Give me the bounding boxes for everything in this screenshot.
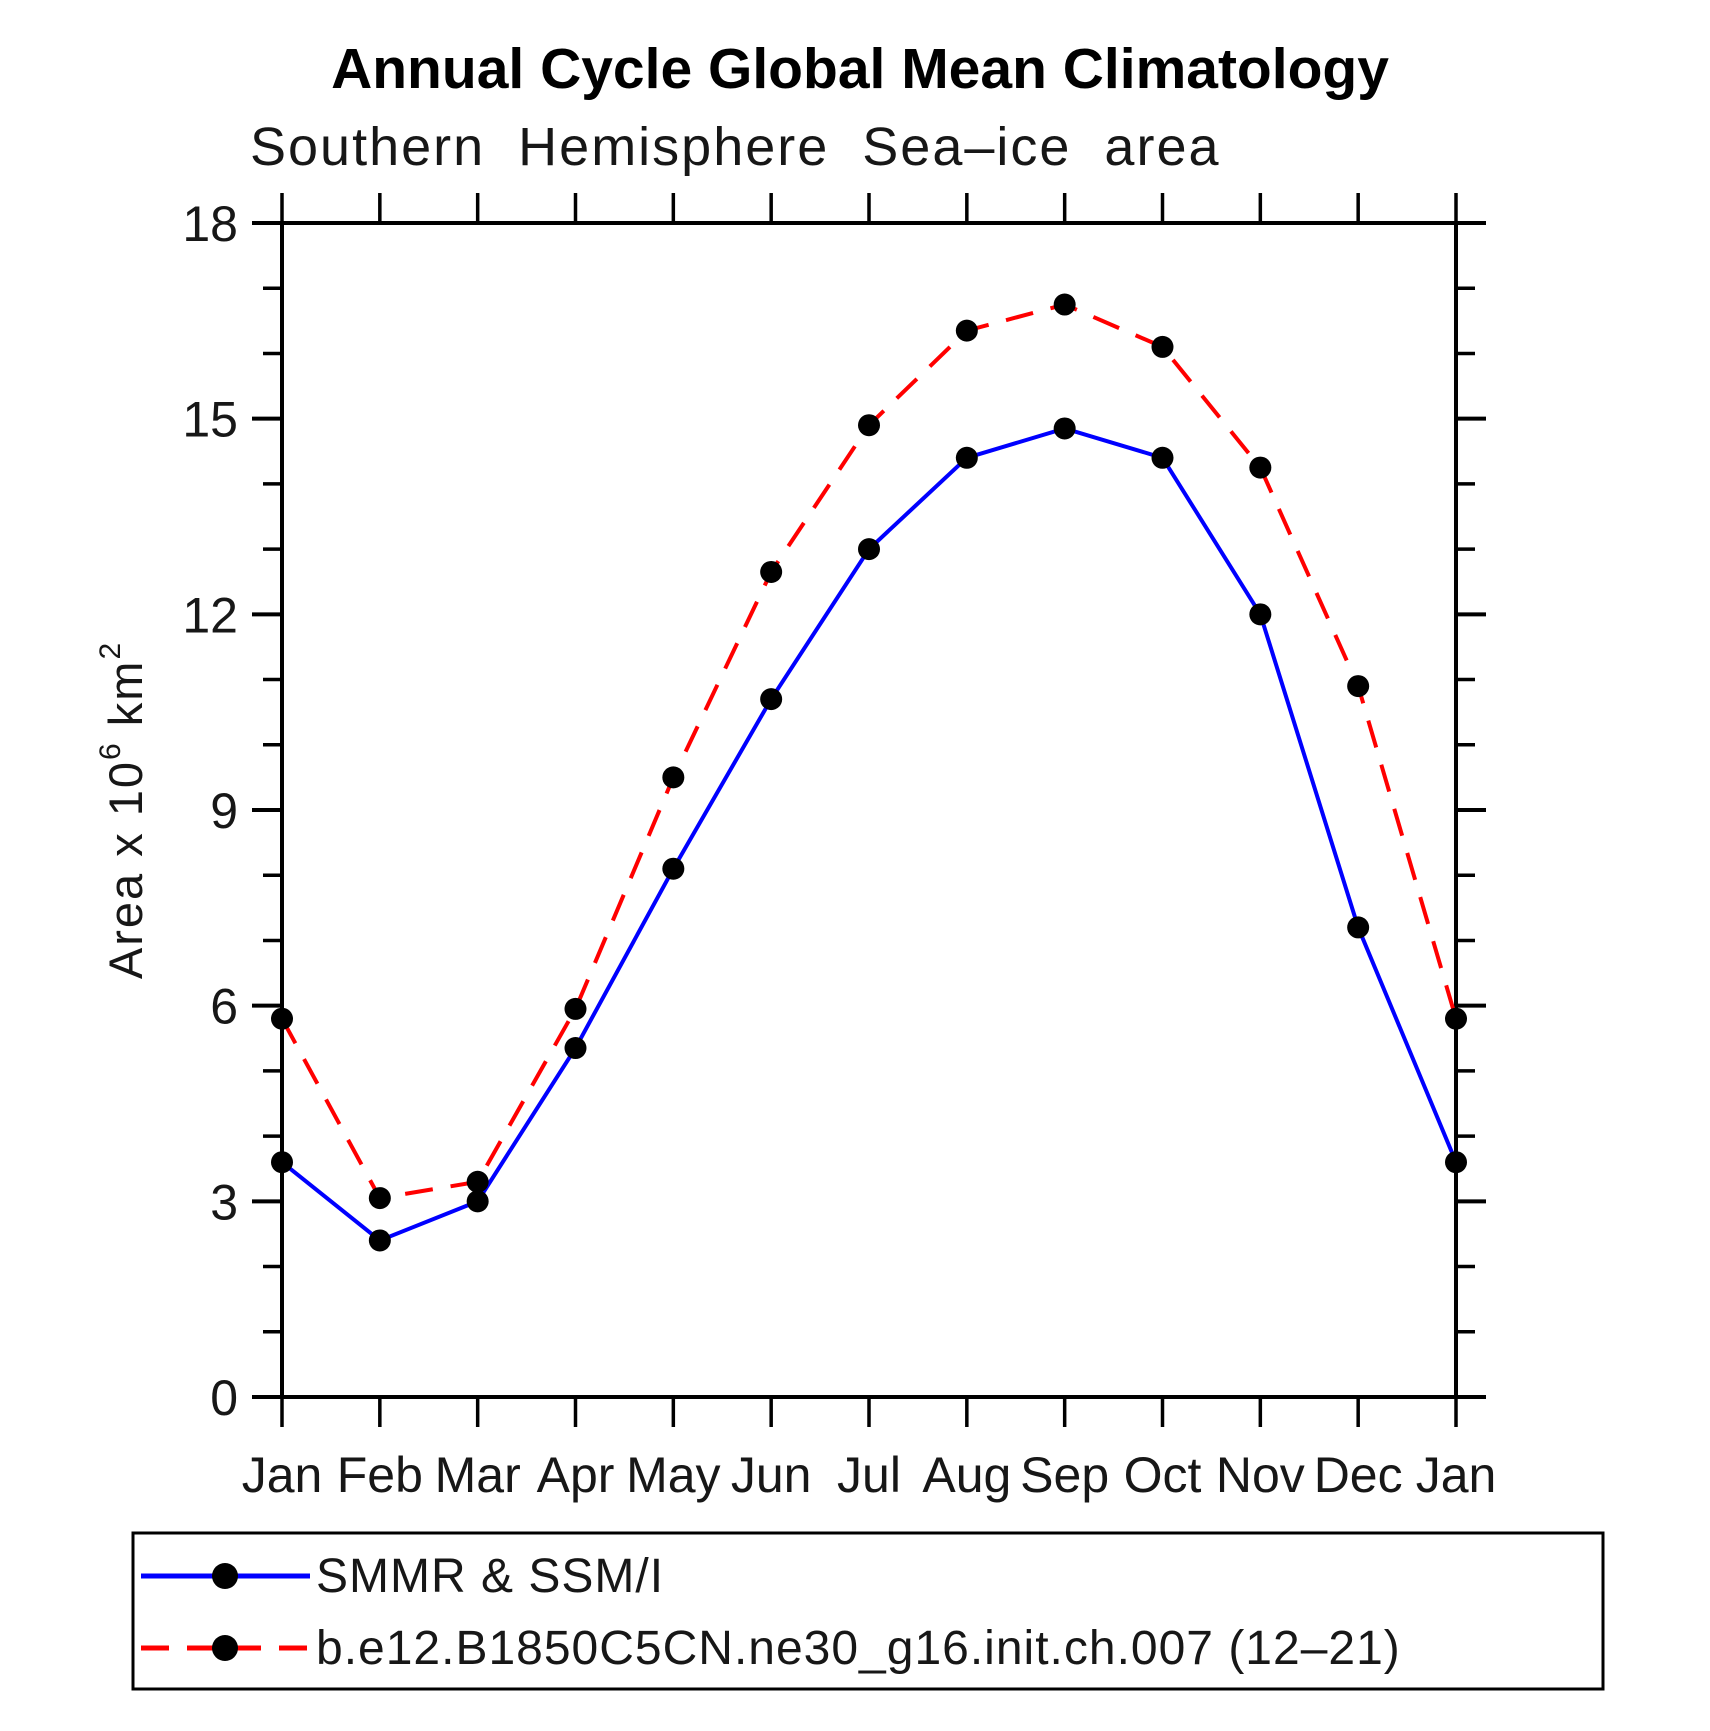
y-axis-title-superscript: 2 [94, 641, 127, 660]
data-point [1347, 916, 1370, 939]
y-axis-title: Area x 106 km2 [94, 641, 152, 979]
data-point [368, 1229, 391, 1252]
x-tick-label: Feb [337, 1447, 423, 1503]
data-point [1445, 1151, 1467, 1174]
data-point [271, 1151, 293, 1174]
series-line-model [280, 302, 1458, 1201]
data-point [955, 319, 978, 342]
data-point [1249, 456, 1272, 479]
legend-marker [212, 1563, 238, 1589]
y-tick-label: 15 [182, 392, 238, 448]
data-point [1053, 293, 1076, 316]
x-tick-label: Jan [1416, 1447, 1497, 1503]
data-point [858, 538, 880, 561]
data-point [564, 1037, 587, 1060]
legend-label: SMMR & SSM/I [316, 1550, 664, 1603]
legend: SMMR & SSM/I b.e12.B1850C5CN.ne30_g16.ini… [131, 1531, 1605, 1691]
data-point [1151, 446, 1174, 469]
legend-marker [212, 1635, 238, 1661]
y-axis-title-superscript: 6 [94, 741, 127, 760]
x-tick-label: Jun [731, 1447, 812, 1503]
data-point [662, 766, 685, 789]
data-point [955, 446, 978, 469]
data-point [466, 1190, 489, 1213]
chart-subtitle: Southern Hemisphere Sea–ice area [250, 117, 1221, 177]
y-axis-title-base: Area x 10 [99, 760, 152, 979]
x-tick-label: Sep [1020, 1447, 1109, 1503]
data-point [466, 1170, 489, 1193]
y-axis-title-base: km [99, 660, 152, 742]
data-point [1445, 1007, 1467, 1030]
y-tick-label: 3 [210, 1174, 238, 1230]
x-tick-label: Jan [242, 1447, 323, 1503]
data-point [760, 688, 783, 711]
data-point [1347, 675, 1370, 698]
plot-frame-and-ticks: Jan Feb Mar Apr May Jun Jul Aug Sep Oct Nov Dec Jan0… [182, 193, 1496, 1503]
data-point [1053, 417, 1076, 440]
x-tick-label: Mar [435, 1447, 521, 1503]
x-tick-label: Nov [1216, 1447, 1305, 1503]
data-point [662, 857, 685, 880]
series-layer [271, 293, 1467, 1252]
data-point [368, 1187, 391, 1210]
x-tick-label: Aug [922, 1447, 1011, 1503]
y-tick-label: 18 [182, 196, 238, 252]
x-tick-label: Dec [1314, 1447, 1403, 1503]
data-point [858, 414, 880, 437]
data-point [1151, 335, 1174, 358]
x-tick-label: Apr [537, 1447, 615, 1503]
y-tick-label: 12 [182, 587, 238, 643]
y-tick-label: 6 [210, 979, 238, 1035]
data-point [564, 997, 587, 1020]
chart-title: Annual Cycle Global Mean Climatology [331, 37, 1389, 101]
data-point [760, 560, 783, 583]
plot-frame [280, 221, 1458, 1399]
x-tick-label: May [626, 1447, 720, 1503]
legend-label: b.e12.B1850C5CN.ne30_g16.init.ch.007 (12… [316, 1622, 1401, 1675]
x-tick-label: Oct [1124, 1447, 1202, 1503]
legend-box [131, 1531, 1605, 1691]
data-point [1249, 603, 1272, 626]
data-point [271, 1007, 293, 1030]
y-tick-label: 9 [210, 783, 238, 839]
y-tick-label: 0 [210, 1370, 238, 1426]
x-tick-label: Jul [837, 1447, 901, 1503]
